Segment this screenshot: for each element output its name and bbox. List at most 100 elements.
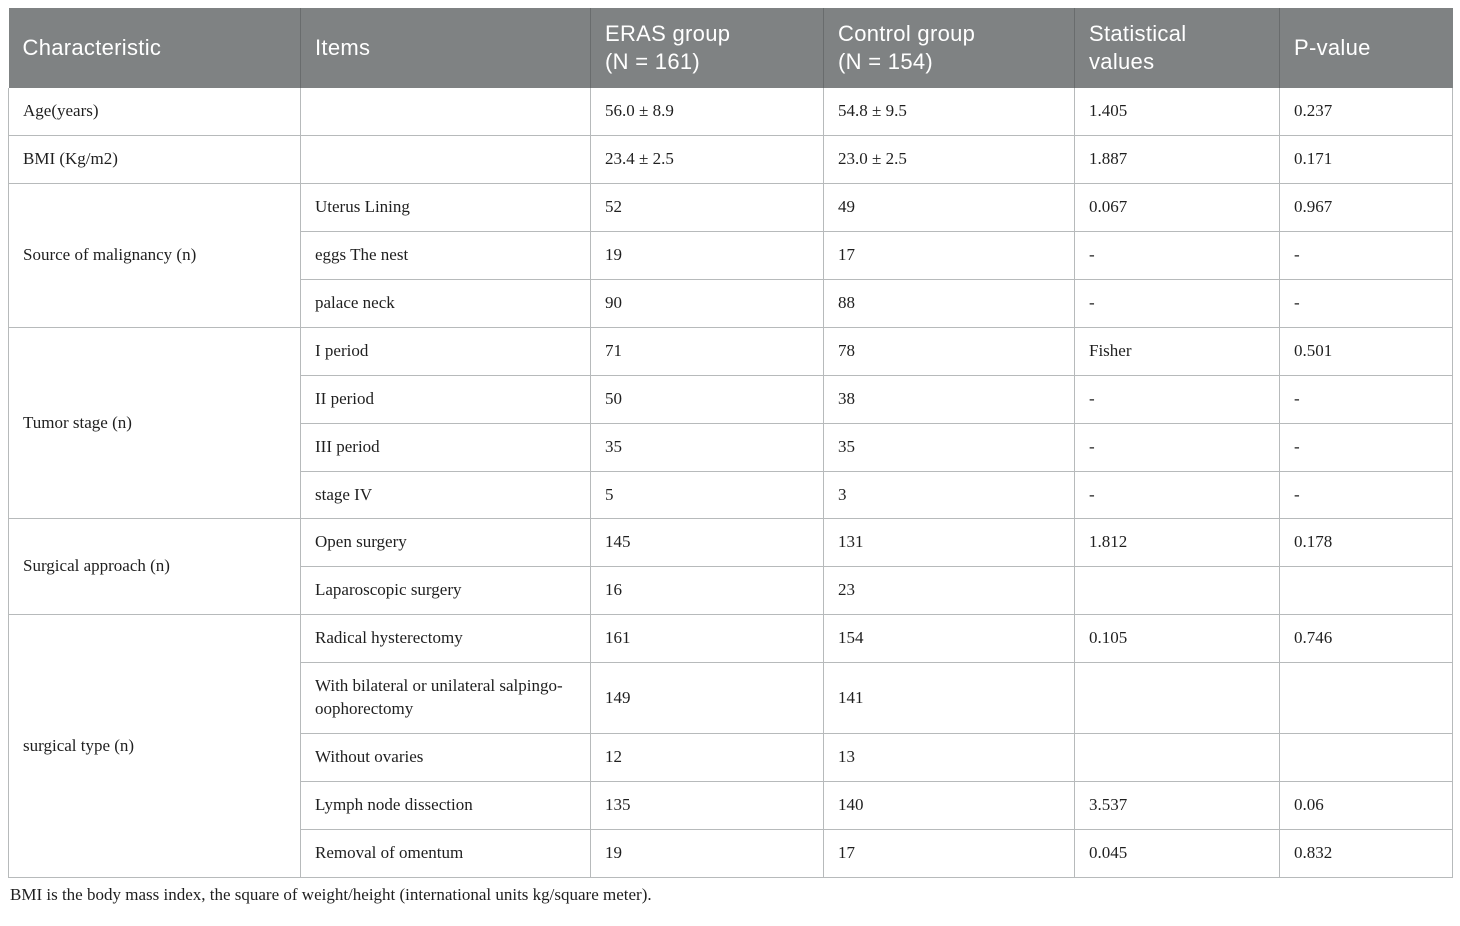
table-row: Laparoscopic surgery 16 23 xyxy=(9,566,1453,616)
column-header-items: Items xyxy=(300,8,591,88)
eras-cell: 145 xyxy=(590,518,824,568)
control-cell: 141 xyxy=(823,662,1075,735)
p-cell xyxy=(1279,566,1453,616)
table-body: Age(years) 56.0 ± 8.9 54.8 ± 9.5 1.405 0.237… xyxy=(8,88,1453,878)
table-row: BMI (Kg/m2) 23.4 ± 2.5 23.0 ± 2.5 1.887 0.17… xyxy=(8,134,1453,184)
p-cell: 0.237 xyxy=(1279,88,1453,136)
eras-cell: 5 xyxy=(590,470,824,520)
p-cell: 0.746 xyxy=(1279,614,1453,664)
stat-cell: 0.067 xyxy=(1074,182,1280,232)
stat-cell: 1.887 xyxy=(1074,134,1280,184)
column-header-control: Control group (N = 154) xyxy=(823,8,1075,88)
control-cell: 140 xyxy=(823,781,1075,830)
eras-cell: 161 xyxy=(590,614,824,664)
eras-cell: 52 xyxy=(590,182,824,232)
column-header-eras: ERAS group (N = 161) xyxy=(590,8,824,88)
item-cell: Removal of omentum xyxy=(300,829,591,878)
table-row: Without ovaries 12 13 xyxy=(9,733,1453,783)
control-cell: 88 xyxy=(823,278,1075,328)
table-row: Lymph node dissection 135 140 3.537 0.06 xyxy=(9,781,1453,830)
table-row: surgical type (n) Radical hysterectomy 161… xyxy=(8,614,1453,878)
eras-cell: 12 xyxy=(590,733,824,783)
p-cell xyxy=(1279,733,1453,783)
item-cell: II period xyxy=(300,374,591,424)
item-cell: Lymph node dissection xyxy=(300,781,591,830)
table-row: Age(years) 56.0 ± 8.9 54.8 ± 9.5 1.405 0.237 xyxy=(8,88,1453,136)
control-cell: 78 xyxy=(823,326,1075,376)
table-header-row: Characteristic Items ERAS group (N = 161) C… xyxy=(8,8,1453,88)
control-cell: 23 xyxy=(823,566,1075,616)
control-cell: 131 xyxy=(823,518,1075,568)
eras-cell: 19 xyxy=(590,230,824,280)
table-row: Tumor stage (n) I period 71 78 Fisher 0.501 xyxy=(8,326,1453,520)
p-cell: 0.501 xyxy=(1279,326,1453,376)
stat-cell xyxy=(1074,566,1280,616)
table-row: Removal of omentum 19 17 0.045 0.832 xyxy=(9,829,1453,878)
eras-cell: 56.0 ± 8.9 xyxy=(590,88,824,136)
stat-cell: - xyxy=(1074,422,1280,472)
item-cell xyxy=(300,134,591,184)
item-cell: stage IV xyxy=(300,470,591,520)
p-cell: - xyxy=(1279,374,1453,424)
stat-cell: 0.105 xyxy=(1074,614,1280,664)
control-cell: 13 xyxy=(823,733,1075,783)
table-row: II period 50 38- - xyxy=(9,374,1453,424)
table-row: eggs The nest 19 17- - xyxy=(9,230,1453,280)
eras-cell: 19 xyxy=(590,829,824,878)
item-cell: Radical hysterectomy xyxy=(300,614,591,664)
stat-cell: 0.045 xyxy=(1074,829,1280,878)
eras-cell: 135 xyxy=(590,781,824,830)
table-row: Surgical approach (n) Open surgery 145 131 1… xyxy=(8,518,1453,616)
item-cell: palace neck xyxy=(300,278,591,328)
table-row: Source of malignancy (n) Uterus Lining 52 4… xyxy=(8,182,1453,328)
control-cell: 3 xyxy=(823,470,1075,520)
table-footnote: BMI is the body mass index, the square o… xyxy=(10,884,652,904)
table-row: With bilateral or unilateral salpingo-oo… xyxy=(9,662,1453,735)
item-cell: Open surgery xyxy=(300,518,591,568)
p-cell: 0.832 xyxy=(1279,829,1453,878)
item-cell xyxy=(300,88,591,136)
item-cell: With bilateral or unilateral salpingo-oo… xyxy=(300,662,591,735)
p-cell: - xyxy=(1279,230,1453,280)
eras-cell: 23.4 ± 2.5 xyxy=(590,134,824,184)
characteristic-cell: Tumor stage (n) xyxy=(8,326,301,520)
item-cell: III period xyxy=(300,422,591,472)
p-cell: 0.06 xyxy=(1279,781,1453,830)
eras-cell: 71 xyxy=(590,326,824,376)
stat-cell: - xyxy=(1074,470,1280,520)
stat-cell: - xyxy=(1074,230,1280,280)
p-cell: - xyxy=(1279,470,1453,520)
control-cell: 54.8 ± 9.5 xyxy=(823,88,1075,136)
characteristic-cell: Source of malignancy (n) xyxy=(8,182,301,328)
characteristic-cell: Age(years) xyxy=(8,88,301,136)
stat-cell: - xyxy=(1074,278,1280,328)
column-header-stat: Statistical values xyxy=(1074,8,1280,88)
eras-cell: 50 xyxy=(590,374,824,424)
baseline-characteristics-table: Characteristic Items ERAS group (N = 161) C… xyxy=(8,8,1453,878)
control-cell: 154 xyxy=(823,614,1075,664)
stat-cell: 3.537 xyxy=(1074,781,1280,830)
item-cell: Without ovaries xyxy=(300,733,591,783)
control-cell: 35 xyxy=(823,422,1075,472)
characteristic-cell: BMI (Kg/m2) xyxy=(8,134,301,184)
eras-cell: 16 xyxy=(590,566,824,616)
stat-cell: - xyxy=(1074,374,1280,424)
stat-cell: 1.405 xyxy=(1074,88,1280,136)
control-cell: 23.0 ± 2.5 xyxy=(823,134,1075,184)
table-row: palace neck 90 88- - xyxy=(9,278,1453,328)
control-cell: 17 xyxy=(823,230,1075,280)
column-header-p: P-value xyxy=(1279,8,1453,88)
control-cell: 17 xyxy=(823,829,1075,878)
item-cell: I period xyxy=(300,326,591,376)
p-cell: - xyxy=(1279,278,1453,328)
stat-cell: Fisher xyxy=(1074,326,1280,376)
item-cell: eggs The nest xyxy=(300,230,591,280)
control-cell: 38 xyxy=(823,374,1075,424)
control-cell: 49 xyxy=(823,182,1075,232)
stat-cell: 1.812 xyxy=(1074,518,1280,568)
stat-cell xyxy=(1074,733,1280,783)
p-cell: 0.967 xyxy=(1279,182,1453,232)
item-cell: Laparoscopic surgery xyxy=(300,566,591,616)
p-cell: - xyxy=(1279,422,1453,472)
